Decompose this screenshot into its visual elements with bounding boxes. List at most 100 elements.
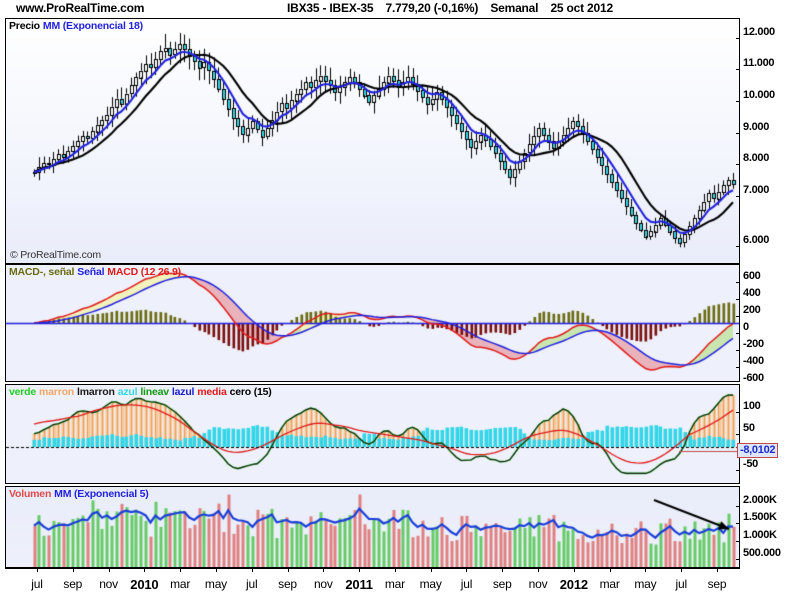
macd-legend-item-1: Señal	[77, 266, 105, 278]
price-axis-tick-6: 6.000	[735, 234, 769, 252]
oscillator-axis-tick-2: -50	[736, 458, 758, 476]
price-y-axis: 12.000 11.000 10.000 9.000 8.000 7.000 6.000	[735, 18, 800, 264]
volume-legend-item-0: Volumen	[9, 488, 52, 500]
x-axis-label-13: sep	[492, 577, 512, 591]
macd-legend-item-0: MACD-, señal	[9, 266, 75, 278]
volume-axis-tick-1: 1.500K	[736, 511, 777, 529]
macd-axis-tick-3: 0	[736, 321, 749, 339]
macd-panel[interactable]: MACD-, señal Señal MACD (12 26 9)	[5, 264, 740, 382]
x-axis-tick-14	[538, 568, 540, 572]
instrument-info: IBX35 - IBEX-35 7.779,20 (-0,16%) Semana…	[287, 1, 622, 15]
price-axis-tick-0: 12.000	[736, 26, 775, 44]
price-axis-tick-4: 8.000	[735, 152, 769, 170]
x-axis-tick-4	[180, 568, 182, 572]
price-legend-item-1: MM (Exponencial 18)	[42, 20, 143, 32]
price-axis-tick-2: 10.000	[736, 89, 775, 107]
volume-axis-tick-2: 1.000K	[736, 529, 777, 547]
x-axis-tick-3	[144, 568, 146, 572]
volume-legend-item-1: MM (Exponencial 5)	[54, 488, 149, 500]
x-axis-label-9: 2011	[345, 577, 373, 592]
volume-plot	[6, 487, 739, 567]
x-axis-tick-7	[287, 568, 289, 572]
x-axis-tick-19	[717, 568, 718, 572]
oscillator-legend: verde marron lmarron azul lineav lazul media ce…	[9, 386, 275, 398]
x-axis-label-0: jul	[31, 577, 43, 591]
x-axis-tick-2	[108, 568, 110, 572]
x-axis-label-18: jul	[675, 577, 688, 591]
chart-header: www.ProRealTime.com IBX35 - IBEX-35 7.77…	[0, 0, 800, 18]
x-axis-tick-13	[502, 568, 504, 572]
macd-axis-tick-4: -200	[736, 338, 764, 356]
volume-axis-tick-0: 2.000K	[736, 494, 777, 512]
macd-axis-tick-5: -400	[736, 355, 764, 373]
x-axis-tick-17	[645, 568, 647, 572]
instrument-symbol: IBX35 - IBEX-35	[287, 1, 374, 15]
x-axis-label-15: 2012	[559, 577, 588, 592]
x-axis-label-12: jul	[460, 577, 473, 591]
oscillator-plot	[6, 385, 739, 483]
x-axis-label-17: may	[634, 577, 657, 591]
x-axis-label-19: sep	[707, 577, 727, 591]
volume-panel[interactable]: Volumen MM (Exponencial 5)	[5, 486, 740, 568]
x-axis-label-2: nov	[99, 577, 118, 591]
macd-plot	[6, 265, 739, 381]
x-axis-label-11: may	[419, 577, 442, 591]
macd-y-axis: 600 400 200 0 -200 -400 -600	[735, 264, 800, 385]
price-legend-item-0: Precio	[9, 20, 40, 32]
last-price: 7.779,20 (-0,16%)	[385, 1, 479, 15]
price-axis-tick-1: 11.000	[735, 57, 775, 75]
x-axis-tick-10	[394, 568, 396, 572]
x-axis-label-14: nov	[528, 577, 548, 591]
macd-legend-item-2: MACD (12 26 9)	[107, 266, 181, 278]
x-axis-label-16: mar	[599, 577, 620, 591]
x-axis-tick-8	[323, 568, 325, 572]
x-axis-label-7: sep	[278, 577, 297, 591]
x-axis-label-4: mar	[170, 577, 191, 591]
x-axis-label-1: sep	[63, 577, 83, 591]
x-axis-label-8: nov	[313, 577, 333, 591]
oscillator-legend-item-3: azul	[117, 386, 138, 398]
oscillator-legend-item-5: lazul	[171, 386, 195, 398]
macd-legend: MACD-, señal Señal MACD (12 26 9)	[9, 266, 184, 278]
x-axis-tick-1	[72, 568, 74, 572]
volume-legend: Volumen MM (Exponencial 5)	[9, 488, 152, 500]
site-url: www.ProRealTime.com	[16, 1, 145, 15]
x-axis-line	[5, 568, 740, 569]
volume-axis-tick-3: 500.000	[736, 547, 781, 565]
oscillator-legend-item-1: marron	[39, 386, 75, 398]
x-axis-tick-0	[37, 568, 38, 572]
oscillator-legend-item-2: lmarron	[77, 386, 115, 398]
oscillator-axis-tick-0: 100	[735, 400, 761, 418]
oscillator-value-badge: -8,0102	[737, 443, 779, 458]
watermark: © ProRealTime.com	[10, 249, 101, 261]
oscillator-legend-item-0: verde	[9, 386, 37, 398]
x-axis-tick-5	[215, 568, 217, 572]
price-legend: Precio MM (Exponencial 18)	[9, 20, 146, 32]
price-axis-tick-3: 9.000	[735, 121, 769, 139]
x-axis-label-3: 2010	[130, 577, 159, 592]
x-axis-label-6: jul	[246, 577, 258, 591]
x-axis-tick-9	[359, 568, 361, 572]
price-axis-tick-5: 7.000	[735, 184, 769, 202]
x-axis-label-5: may	[204, 577, 227, 591]
chart-date: 25 oct 2012	[550, 1, 613, 15]
x-axis-tick-15	[573, 568, 575, 572]
x-axis-tick-11	[430, 568, 432, 572]
oscillator-legend-item-4: lineav	[140, 386, 169, 398]
x-axis-tick-16	[609, 568, 611, 572]
macd-axis-tick-2: 200	[735, 304, 761, 322]
oscillator-panel[interactable]: verde marron lmarron azul lineav lazul media ce…	[5, 384, 740, 484]
oscillator-axis-tick-1: 50	[736, 422, 755, 440]
price-panel[interactable]: Precio MM (Exponencial 18) © ProRealTime.…	[5, 18, 740, 264]
x-axis-tick-6	[251, 568, 253, 572]
oscillator-y-axis: 100 50 -50	[735, 384, 800, 484]
oscillator-legend-item-7: cero (15)	[229, 386, 272, 398]
volume-y-axis: 2.000K 1.500K 1.000K 500.000	[736, 486, 800, 568]
macd-axis-tick-0: 600	[735, 270, 761, 288]
x-axis-tick-18	[681, 568, 683, 572]
price-plot	[6, 19, 739, 263]
x-axis-label-10: mar	[384, 577, 405, 591]
x-axis: jul sep nov 2010 mar may jul sep nov 2011 mar may ju…	[5, 568, 740, 600]
macd-axis-tick-1: 400	[735, 287, 761, 305]
